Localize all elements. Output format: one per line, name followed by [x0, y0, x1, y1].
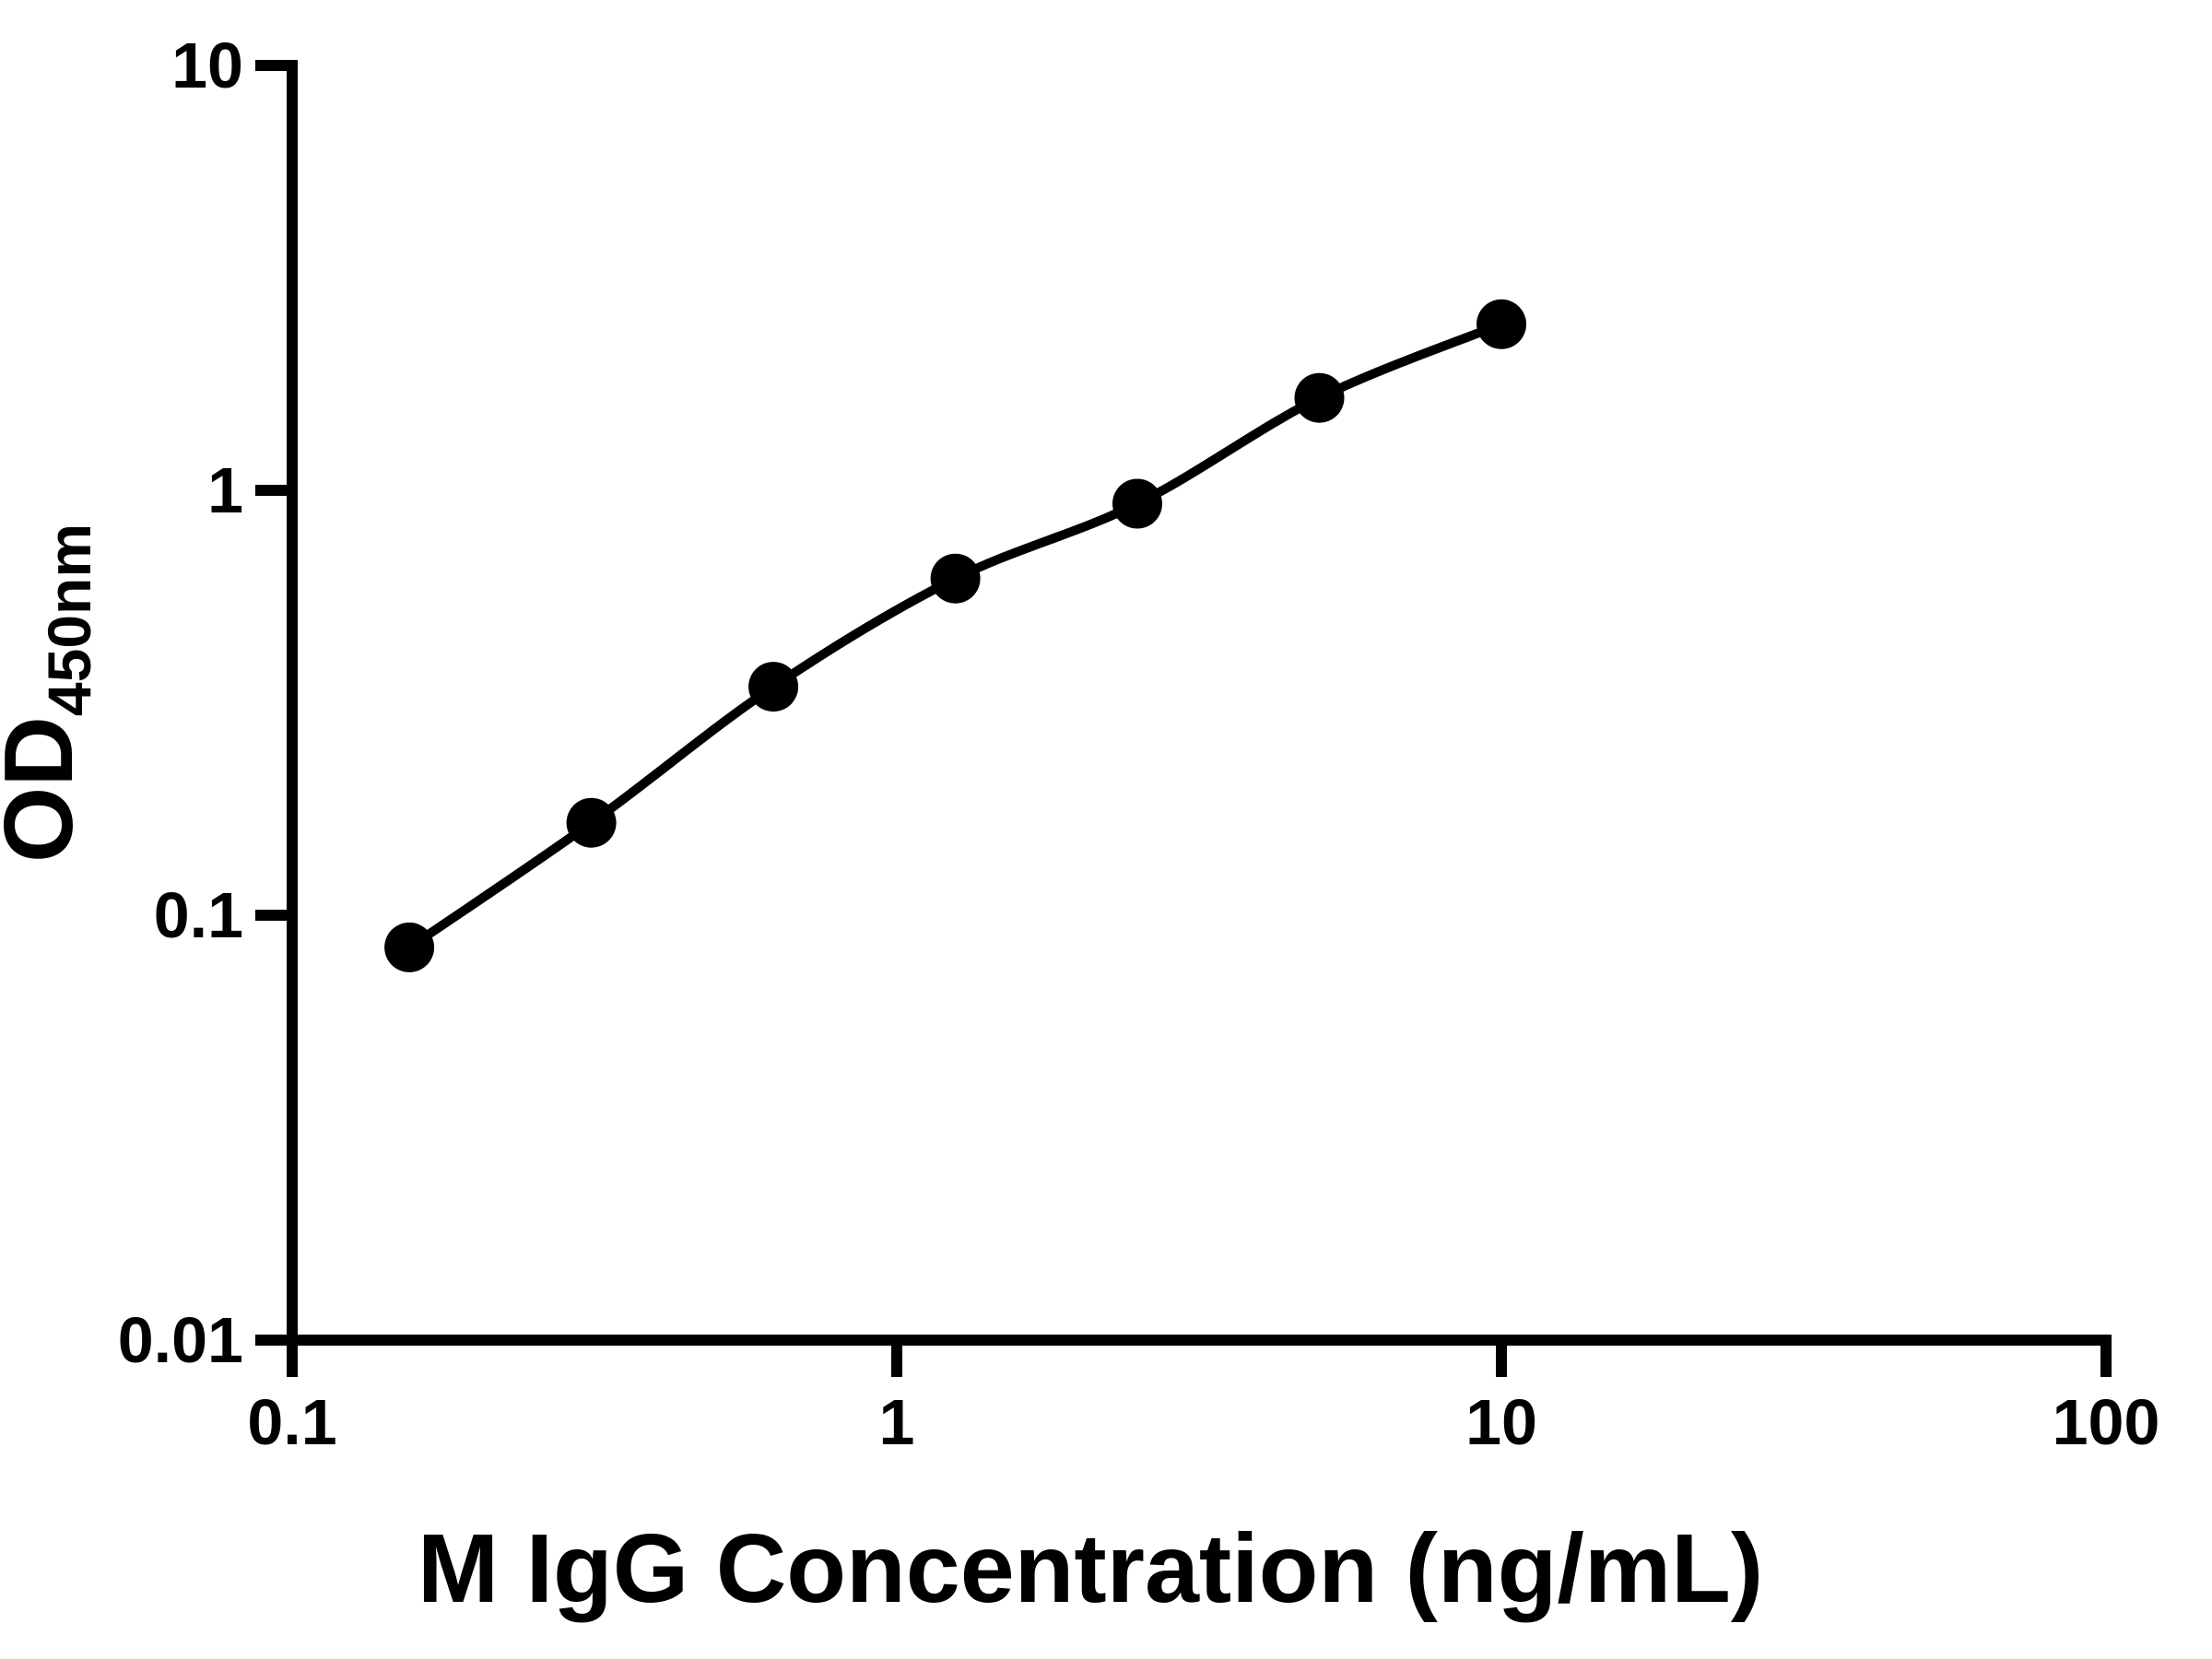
x-tick-label: 100 [2053, 1386, 2160, 1458]
y-tick-label: 10 [171, 29, 243, 101]
y-tick-label: 1 [207, 454, 243, 526]
data-point [1477, 299, 1526, 349]
x-tick-label: 0.1 [247, 1386, 336, 1458]
y-tick-label: 0.01 [118, 1304, 243, 1376]
y-axis-title: OD450nm [0, 524, 103, 863]
series-layer [384, 299, 1526, 972]
data-point [1294, 372, 1345, 423]
y-axis-title-main: OD [0, 716, 93, 863]
standard-curve-line [405, 319, 1506, 952]
y-tick-label: 0.1 [154, 879, 243, 951]
data-point [1112, 478, 1162, 529]
data-point [384, 922, 435, 972]
y-axis-title-subscript: 450nm [35, 524, 103, 716]
data-point [930, 553, 981, 604]
x-tick-label: 1 [879, 1386, 915, 1458]
x-tick-label: 10 [1465, 1386, 1537, 1458]
x-axis-title: M IgG Concentration (ng/mL) [418, 1514, 1763, 1623]
data-point [748, 662, 799, 712]
data-point [566, 797, 617, 848]
